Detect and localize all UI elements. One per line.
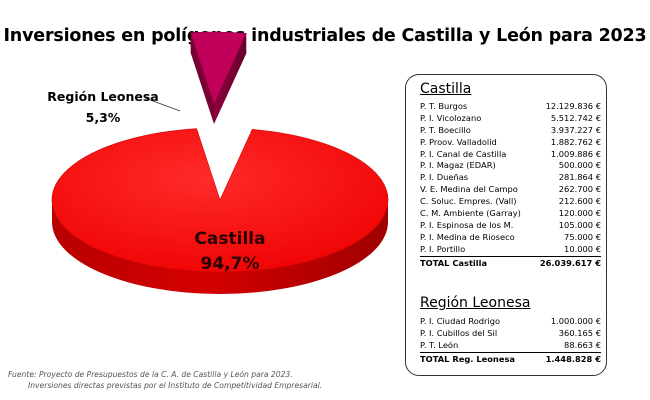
castilla-total-row: TOTAL Castilla 26.039.617 €	[420, 255, 601, 269]
castilla-row-value: 75.000 €	[564, 231, 601, 242]
table-row: P. I. Dueñas 281.864 €	[420, 172, 601, 184]
table-row: P. T. León 88.663 €	[420, 340, 601, 352]
castilla-row-value: 500.000 €	[558, 160, 601, 171]
table-row: P. I. Cubillos del Sil 360.165 €	[420, 328, 601, 340]
table-row: C. M. Ambiente (Garray) 120.000 €	[420, 208, 601, 220]
castilla-row-value: 5.512.742 €	[550, 112, 601, 123]
table-row: P. I. Vicolozano 5.512.742 €	[420, 113, 601, 125]
source-line-1: Fuente: Proyecto de Presupuestos de la C…	[8, 370, 293, 379]
castilla-total-value: 26.039.617 €	[539, 257, 601, 268]
table-row: P. I. Portillo 10.000 €	[420, 244, 601, 256]
castilla-row-name: P. T. Burgos	[420, 101, 468, 111]
castilla-row-value: 120.000 €	[558, 208, 601, 219]
table-row: P. I. Ciudad Rodrigo 1.000.000 €	[420, 316, 601, 328]
leonesa-total-row: TOTAL Reg. Leonesa 1.448.828 €	[420, 351, 601, 365]
castilla-row-value: 12.129.836 €	[545, 101, 601, 111]
castilla-row-value: 1.009.886 €	[550, 148, 601, 159]
leonesa-row-value: 1.000.000 €	[550, 316, 601, 326]
castilla-heading: Castilla	[420, 81, 472, 97]
table-row: P. T. Burgos 12.129.836 €	[420, 101, 601, 113]
slice-leonesa	[190, 31, 247, 105]
table-row: C. Soluc. Empres. (Vall) 212.600 €	[420, 196, 601, 208]
leonesa-row-name: P. I. Cubillos del Sil	[420, 327, 498, 338]
slice-castilla	[51, 128, 389, 273]
castilla-row-name: C. Soluc. Empres. (Vall)	[420, 196, 517, 207]
leonesa-row-value: 360.165 €	[558, 327, 601, 338]
leonesa-total-value: 1.448.828 €	[545, 353, 601, 364]
castilla-row-name: P. I. Dueñas	[420, 172, 469, 183]
chart-title: Inversiones en polígonos industriales de…	[3, 26, 647, 46]
source-line-2: Inversiones directas previstas por el In…	[28, 381, 323, 390]
slice-side-leonesa	[214, 33, 247, 124]
castilla-row-name: P. I. Vicolozano	[420, 112, 482, 123]
table-row: P. I. Magaz (EDAR) 500.000 €	[420, 160, 601, 172]
table-row: P. I. Espinosa de los M. 105.000 €	[420, 220, 601, 232]
table-row: V. E. Medina del Campo 262.700 €	[420, 184, 601, 196]
table-row: P. I. Canal de Castilla 1.009.886 €	[420, 149, 601, 161]
source-note: Fuente: Proyecto de Presupuestos de la C…	[8, 369, 408, 391]
castilla-total-label: TOTAL Castilla	[420, 257, 488, 268]
castilla-row-name: P. I. Espinosa de los M.	[420, 219, 514, 230]
leonesa-row-value: 88.663 €	[564, 339, 601, 350]
leonesa-total-label: TOTAL Reg. Leonesa	[420, 353, 516, 364]
leonesa-heading: Región Leonesa	[420, 295, 531, 311]
castilla-row-value: 10.000 €	[564, 243, 601, 254]
leonesa-row-name: P. I. Ciudad Rodrigo	[420, 316, 501, 326]
table-row: P. Proov. Valladolid 1.882.762 €	[420, 137, 601, 149]
castilla-row-name: P. T. Boecillo	[420, 124, 471, 135]
castilla-row-name: V. E. Medina del Campo	[420, 184, 518, 195]
slice-side-castilla	[52, 200, 388, 294]
slice-label-leonesa: Región Leonesa	[47, 89, 159, 104]
castilla-row-name: P. I. Canal de Castilla	[420, 148, 507, 159]
leonesa-rows: P. I. Ciudad Rodrigo 1.000.000 € P. I. Cub…	[420, 316, 601, 365]
castilla-row-value: 105.000 €	[558, 219, 601, 230]
castilla-row-name: P. I. Medina de Rioseco	[420, 231, 515, 242]
investment-table: Castilla P. T. Burgos 12.129.836 € P. I. V…	[405, 74, 607, 376]
table-row: P. T. Boecillo 3.937.227 €	[420, 125, 601, 137]
castilla-row-value: 281.864 €	[558, 172, 601, 183]
castilla-row-name: P. Proov. Valladolid	[420, 136, 497, 147]
castilla-row-value: 262.700 €	[558, 184, 601, 195]
castilla-row-value: 3.937.227 €	[550, 124, 601, 135]
castilla-row-name: P. I. Magaz (EDAR)	[420, 160, 496, 171]
castilla-row-value: 1.882.762 €	[550, 136, 601, 147]
castilla-rows: P. T. Burgos 12.129.836 € P. I. Vicolozano…	[420, 101, 601, 269]
castilla-row-value: 212.600 €	[558, 196, 601, 207]
slice-value-castilla: 94,7%	[200, 254, 260, 274]
table-row: P. I. Medina de Rioseco 75.000 €	[420, 232, 601, 244]
castilla-row-name: P. I. Portillo	[420, 243, 466, 254]
leader-line	[144, 97, 181, 112]
slice-value-leonesa: 5,3%	[85, 110, 121, 125]
leonesa-row-name: P. T. León	[420, 339, 459, 350]
slice-side-leonesa-left	[190, 32, 214, 124]
castilla-row-name: C. M. Ambiente (Garray)	[420, 208, 521, 219]
slice-label-castilla: Castilla	[194, 229, 266, 249]
